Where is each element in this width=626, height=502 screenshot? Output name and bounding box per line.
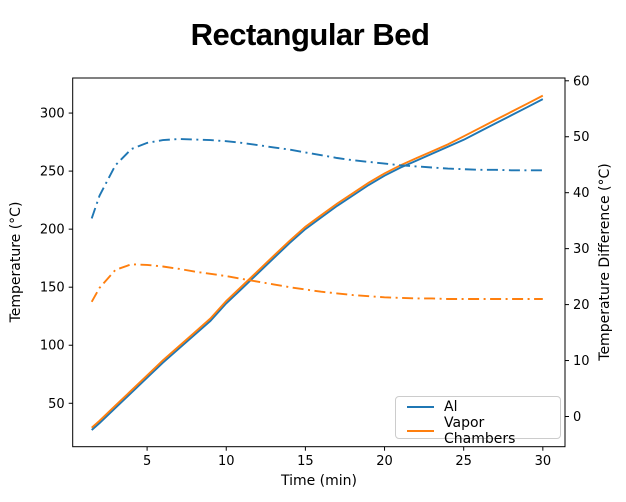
legend-label: Vapor Chambers xyxy=(444,415,516,447)
x-axis-label: Time (min) xyxy=(280,473,358,489)
legend-label: Al xyxy=(444,399,458,415)
y-tick-label-left: 250 xyxy=(40,165,65,180)
y-tick-label-right: 60 xyxy=(573,74,590,89)
legend-item: Al xyxy=(396,399,560,415)
y-tick-label-right: 10 xyxy=(573,354,590,369)
y-tick-label-right: 50 xyxy=(573,130,590,145)
legend-line-sample xyxy=(407,429,434,433)
y-axis-label-right: Temperature Difference (°C) xyxy=(597,163,613,361)
y-axis-label-left: Temperature (°C) xyxy=(8,201,24,323)
y-tick-label-left: 200 xyxy=(40,223,65,238)
x-tick-label: 10 xyxy=(218,454,235,469)
legend: Al Vapor Chambers xyxy=(395,396,561,447)
y-tick-label-right: 20 xyxy=(573,298,590,313)
x-tick-label: 5 xyxy=(143,454,151,469)
y-tick-label-right: 30 xyxy=(573,242,590,257)
y-tick-label-left: 150 xyxy=(40,281,65,296)
plot-frame xyxy=(72,77,566,448)
y-tick-label-left: 300 xyxy=(40,107,65,122)
legend-item: Vapor Chambers xyxy=(396,415,560,447)
series-vapor-chambers-temp-difference xyxy=(90,263,543,303)
series-al-temp-difference xyxy=(90,138,543,219)
chart-title: Rectangular Bed xyxy=(190,17,430,52)
legend-line-sample xyxy=(407,405,434,409)
x-tick-label: 15 xyxy=(297,454,314,469)
series-al-temp xyxy=(91,98,544,431)
y-tick-label-right: 0 xyxy=(573,410,581,425)
y-tick-label-left: 50 xyxy=(48,397,65,412)
series-vapor-chambers-temp xyxy=(91,94,544,429)
y-tick-label-right: 40 xyxy=(573,186,590,201)
x-tick-label: 20 xyxy=(376,454,393,469)
x-tick-label: 30 xyxy=(535,454,552,469)
y-tick-label-left: 100 xyxy=(40,339,65,354)
x-tick-label: 25 xyxy=(455,454,472,469)
